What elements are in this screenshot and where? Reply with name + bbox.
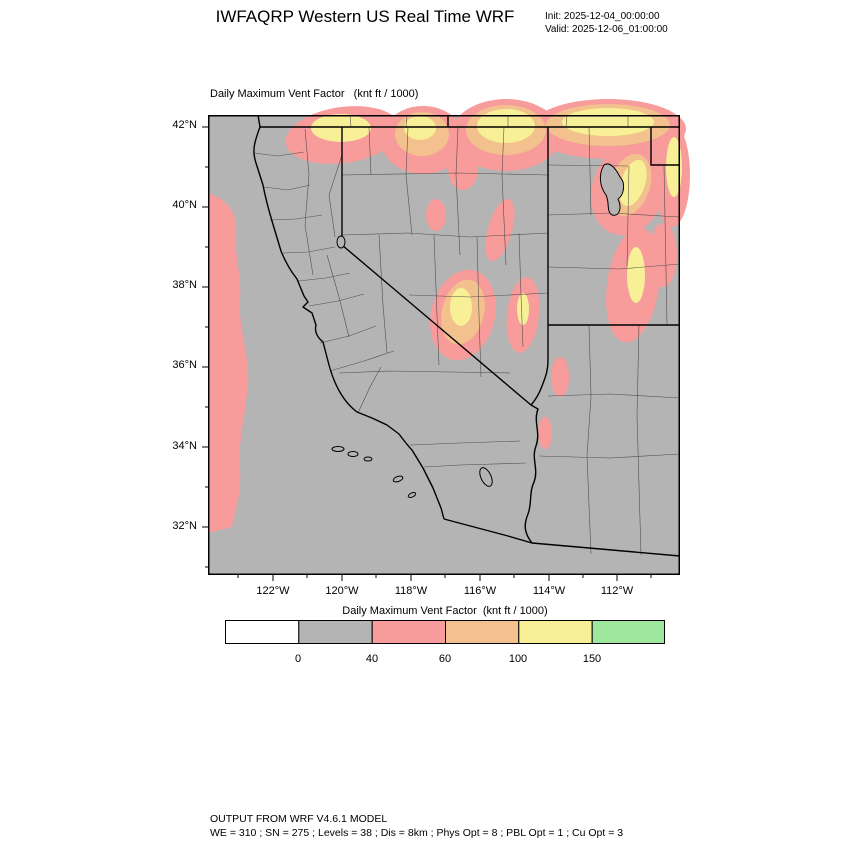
great-salt-lake — [599, 163, 625, 216]
lat-label-38n: 38°N — [172, 279, 197, 291]
vent-region-yellow — [517, 293, 529, 325]
catalina-island — [392, 475, 404, 483]
vent-region-pink — [538, 417, 552, 449]
san-clemente-island — [407, 492, 417, 498]
vent-region-yellow — [477, 109, 535, 143]
colorbar-tick-150: 150 — [582, 653, 602, 665]
vent-region-yellow — [404, 116, 436, 140]
map-frame — [208, 115, 680, 575]
vent-region-yellow — [627, 247, 645, 303]
lon-label-122w: 122°W — [256, 585, 290, 597]
lon-label-118w: 118°W — [394, 585, 428, 597]
colorbar-tick-40: 40 — [365, 653, 379, 665]
colorbar — [225, 620, 665, 644]
colorbar-segment — [371, 620, 446, 644]
lat-label-32n: 32°N — [172, 520, 197, 532]
axis-ticks — [202, 126, 652, 581]
footer-config-line: WE = 310 ; SN = 275 ; Levels = 38 ; Dis … — [210, 827, 624, 839]
wyoming-corner-border — [650, 127, 680, 166]
lat-label-42n: 42°N — [172, 119, 197, 131]
vent-region-pink — [426, 199, 446, 231]
lat-label-40n: 40°N — [172, 199, 197, 211]
map-field-title: Daily Maximum Vent Factor (knt ft / 1000… — [210, 88, 419, 100]
vent-region-yellow — [666, 137, 682, 197]
colorbar-segment — [225, 620, 300, 644]
vent-regions-yellow — [311, 108, 682, 326]
lat-label-34n: 34°N — [172, 440, 197, 452]
lakes-and-islands — [331, 163, 625, 498]
page-title: IWFAQRP Western US Real Time WRF — [215, 7, 515, 26]
colorado-river-border — [524, 404, 539, 544]
valid-time-label: Valid: 2025-12-06_01:00:00 — [545, 24, 668, 35]
colorbar-tick-0: 0 — [294, 653, 302, 665]
map-canvas — [202, 99, 690, 581]
colorbar-segment — [591, 620, 665, 644]
vent-region-pink-offshore — [208, 193, 249, 533]
lon-label-112w: 112°W — [600, 585, 634, 597]
lon-label-116w: 116°W — [463, 585, 497, 597]
vent-region-pink — [551, 357, 569, 397]
vent-region-yellow — [619, 159, 647, 207]
vent-region-pink — [485, 199, 515, 261]
colorbar-tick-100: 100 — [508, 653, 528, 665]
lat-label-36n: 36°N — [172, 359, 197, 371]
channel-island — [363, 456, 373, 462]
colorbar-segment — [445, 620, 520, 644]
colorbar-title: Daily Maximum Vent Factor (knt ft / 1000… — [342, 605, 548, 617]
channel-island — [347, 451, 359, 457]
lon-label-120w: 120°W — [325, 585, 359, 597]
colorbar-tick-60: 60 — [438, 653, 452, 665]
salton-sea — [479, 467, 493, 487]
footer-model-line: OUTPUT FROM WRF V4.6.1 MODEL — [210, 813, 388, 825]
colorbar-segment — [518, 620, 593, 644]
lon-label-114w: 114°W — [532, 585, 566, 597]
pacific-coastline — [253, 114, 445, 520]
vent-region-yellow — [311, 114, 371, 142]
colorbar-segment — [298, 620, 373, 644]
init-time-label: Init: 2025-12-04_00:00:00 — [545, 11, 660, 22]
mexico-border — [443, 518, 681, 557]
lake-tahoe — [336, 235, 346, 249]
vent-region-pink — [649, 223, 677, 287]
nevada-arizona-border — [530, 325, 549, 406]
county-boundaries — [253, 114, 681, 556]
vent-region-yellow — [562, 108, 654, 136]
vent-region-yellow — [450, 288, 472, 326]
vent-region-pink — [448, 150, 478, 190]
channel-island — [331, 446, 345, 452]
